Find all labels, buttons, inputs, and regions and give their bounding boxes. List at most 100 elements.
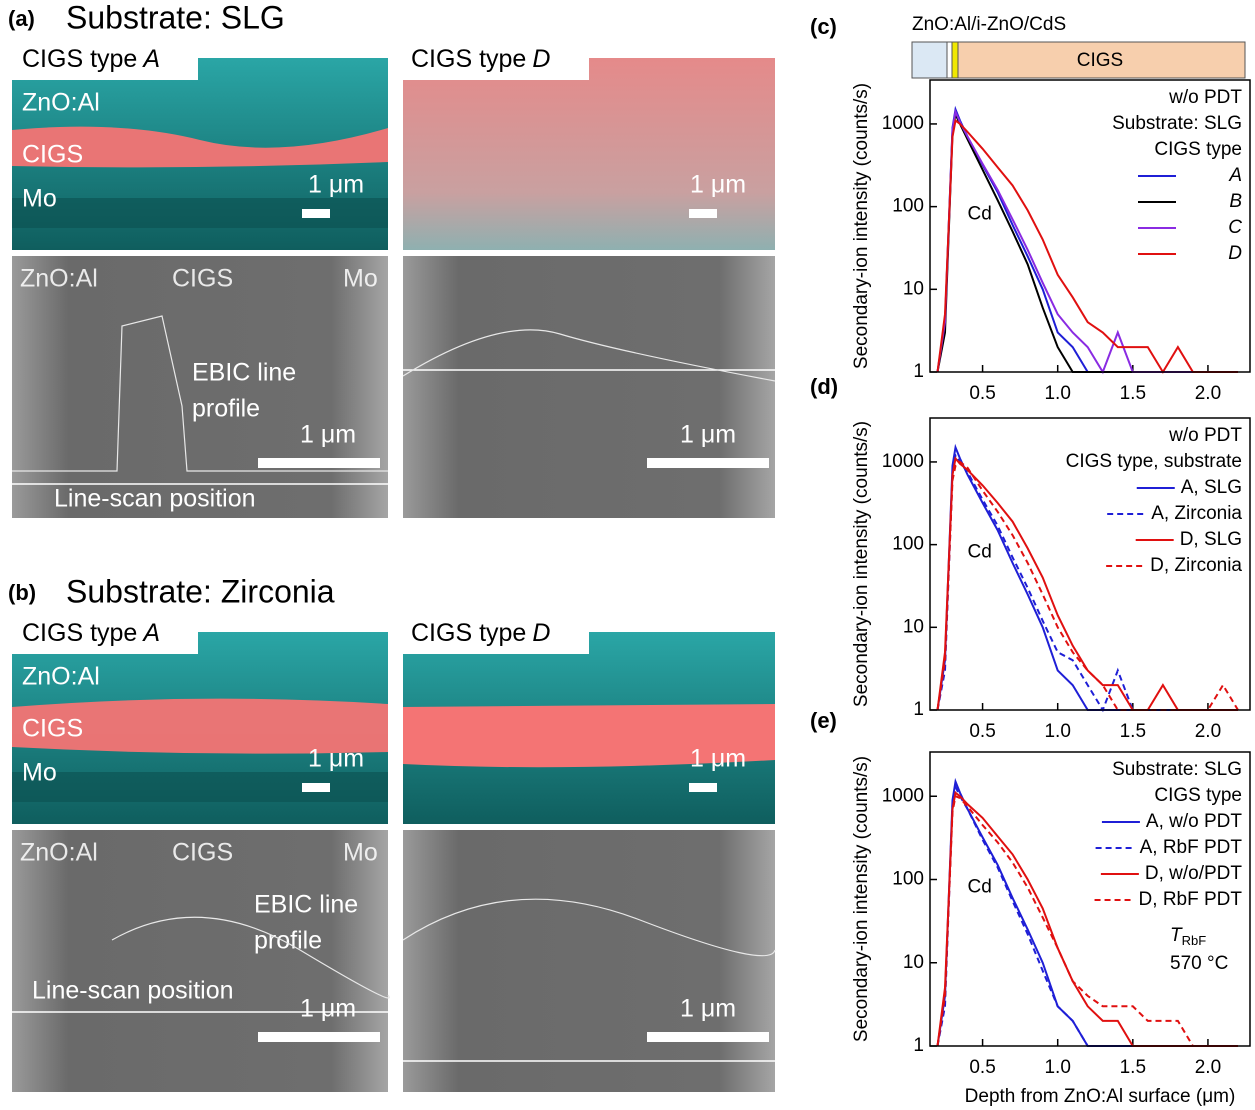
label-tab [12,40,198,80]
scale-bar [689,209,717,218]
temperature-value: 570 °C [1170,953,1228,974]
legend-label: D, w/o/PDT [1145,863,1243,884]
x-tick-label: 1.5 [1120,721,1146,742]
legend-label: A, SLG [1181,477,1242,498]
scale-bar [302,209,330,218]
layer-label: CIGS [22,141,83,169]
x-tick-label: 0.5 [969,383,995,404]
linescan-label: Line-scan position [32,977,234,1005]
sample-type: CIGS type A [22,45,160,73]
y-tick-label: 100 [892,534,924,555]
legend-label: A, w/o PDT [1146,811,1242,832]
y-tick-label: 10 [903,616,924,637]
panel-title: Substrate: SLG [66,0,285,35]
temperature-label: TRbF [1170,925,1206,948]
annotation: Cd [968,542,992,563]
legend-title: w/o PDT [1168,87,1242,108]
plot-frame [929,79,1251,373]
scale-bar [689,783,717,792]
sem-image [403,256,775,518]
x-tick-label: 2.0 [1195,383,1221,404]
x-tick-label: 1.5 [1120,383,1146,404]
y-tick-label: 1 [913,1035,924,1056]
y-tick-label: 1 [913,699,924,720]
ebic-profile [12,315,388,472]
plot-frame [929,417,1251,711]
label-tab [12,614,198,654]
linescan-label: Line-scan position [54,485,256,513]
x-tick-label: 0.5 [969,721,995,742]
sample-type: CIGS type A [22,619,160,647]
scale-label: 1 μm [690,171,746,199]
layer-label: ZnO:Al [22,663,100,691]
ebic-label: EBIC line [254,891,358,919]
mo-layer [12,772,388,802]
legend-title: Substrate: SLG [1112,113,1242,134]
series-line [936,794,1238,1047]
chart: (e) Secondary-ion intensity (counts/s) Dep… [810,708,1251,1107]
sem-label: ZnO:Al [20,839,98,867]
temperature-subscript: RbF [1182,933,1207,948]
sem-image [12,256,388,518]
label-tab [403,614,589,654]
panel-label: (c) [810,14,837,39]
panel-label: (a) [8,6,35,31]
legend-label: A, Zirconia [1151,503,1242,524]
plot-frame [929,751,1251,1047]
ebic-profile [402,329,776,382]
type-prefix: CIGS type [411,619,526,647]
x-tick-label: 0.5 [969,1057,995,1078]
type-letter: A [141,619,160,647]
sem-label: ZnO:Al [20,265,98,293]
scale-label: 1 μm [680,995,736,1023]
ebic-label: profile [192,395,260,423]
ebic-profile [111,916,390,999]
panel-label: (d) [810,374,838,399]
y-tick-label: 1000 [882,451,924,472]
series-line [936,460,1239,711]
sem-label: CIGS [172,265,233,293]
scale-bar [258,458,380,468]
x-tick-label: 1.0 [1044,721,1070,742]
stack-layer: CIGS [1077,50,1123,71]
x-axis-label: Depth from ZnO:Al surface (μm) [965,1086,1236,1107]
legend-title: CIGS type [1154,785,1242,806]
legend-label: B [1229,191,1242,212]
chart: (d) Secondary-ion intensity (counts/s) 1 10… [810,374,1251,742]
layer-label: Mo [22,759,57,787]
series-line [936,118,1238,374]
sem-label: CIGS [172,839,233,867]
y-tick-label: 1000 [882,113,924,134]
y-tick-label: 100 [892,869,924,890]
cigs-layer [12,698,388,754]
x-tick-label: 2.0 [1195,1057,1221,1078]
sample-type: CIGS type D [411,45,550,73]
ebic-label: EBIC line [192,359,296,387]
y-tick-label: 10 [903,278,924,299]
type-letter: D [532,45,550,73]
ebic-profile [402,898,776,957]
legend-label: D, SLG [1180,529,1242,550]
type-prefix: CIGS type [22,619,137,647]
annotation: Cd [968,204,992,225]
legend-label: D, Zirconia [1150,555,1242,576]
panel-title: Substrate: Zirconia [66,573,335,609]
layer-zno [911,41,948,79]
stack-top: ZnO:Al/i-ZnO/CdS [912,14,1066,35]
type-letter: A [141,45,160,73]
y-tick-label: 1000 [882,785,924,806]
temperature-symbol: T [1170,925,1183,946]
legend-title: CIGS type [1154,139,1242,160]
chart: (c) ZnO:Al/i-ZnO/CdS CIGS Secondary-ion int… [810,14,1251,404]
layer-label: CIGS [22,715,83,743]
type-prefix: CIGS type [22,45,137,73]
legend-title: w/o PDT [1168,425,1242,446]
y-axis-label: Secondary-ion intensity (counts/s) [851,83,872,369]
scale-bar [258,1032,380,1042]
cigs-layer [403,704,775,768]
legend-label: A [1228,165,1242,186]
scale-label: 1 μm [680,421,736,449]
label-tab [403,40,589,80]
legend-title: CIGS type, substrate [1066,451,1242,472]
